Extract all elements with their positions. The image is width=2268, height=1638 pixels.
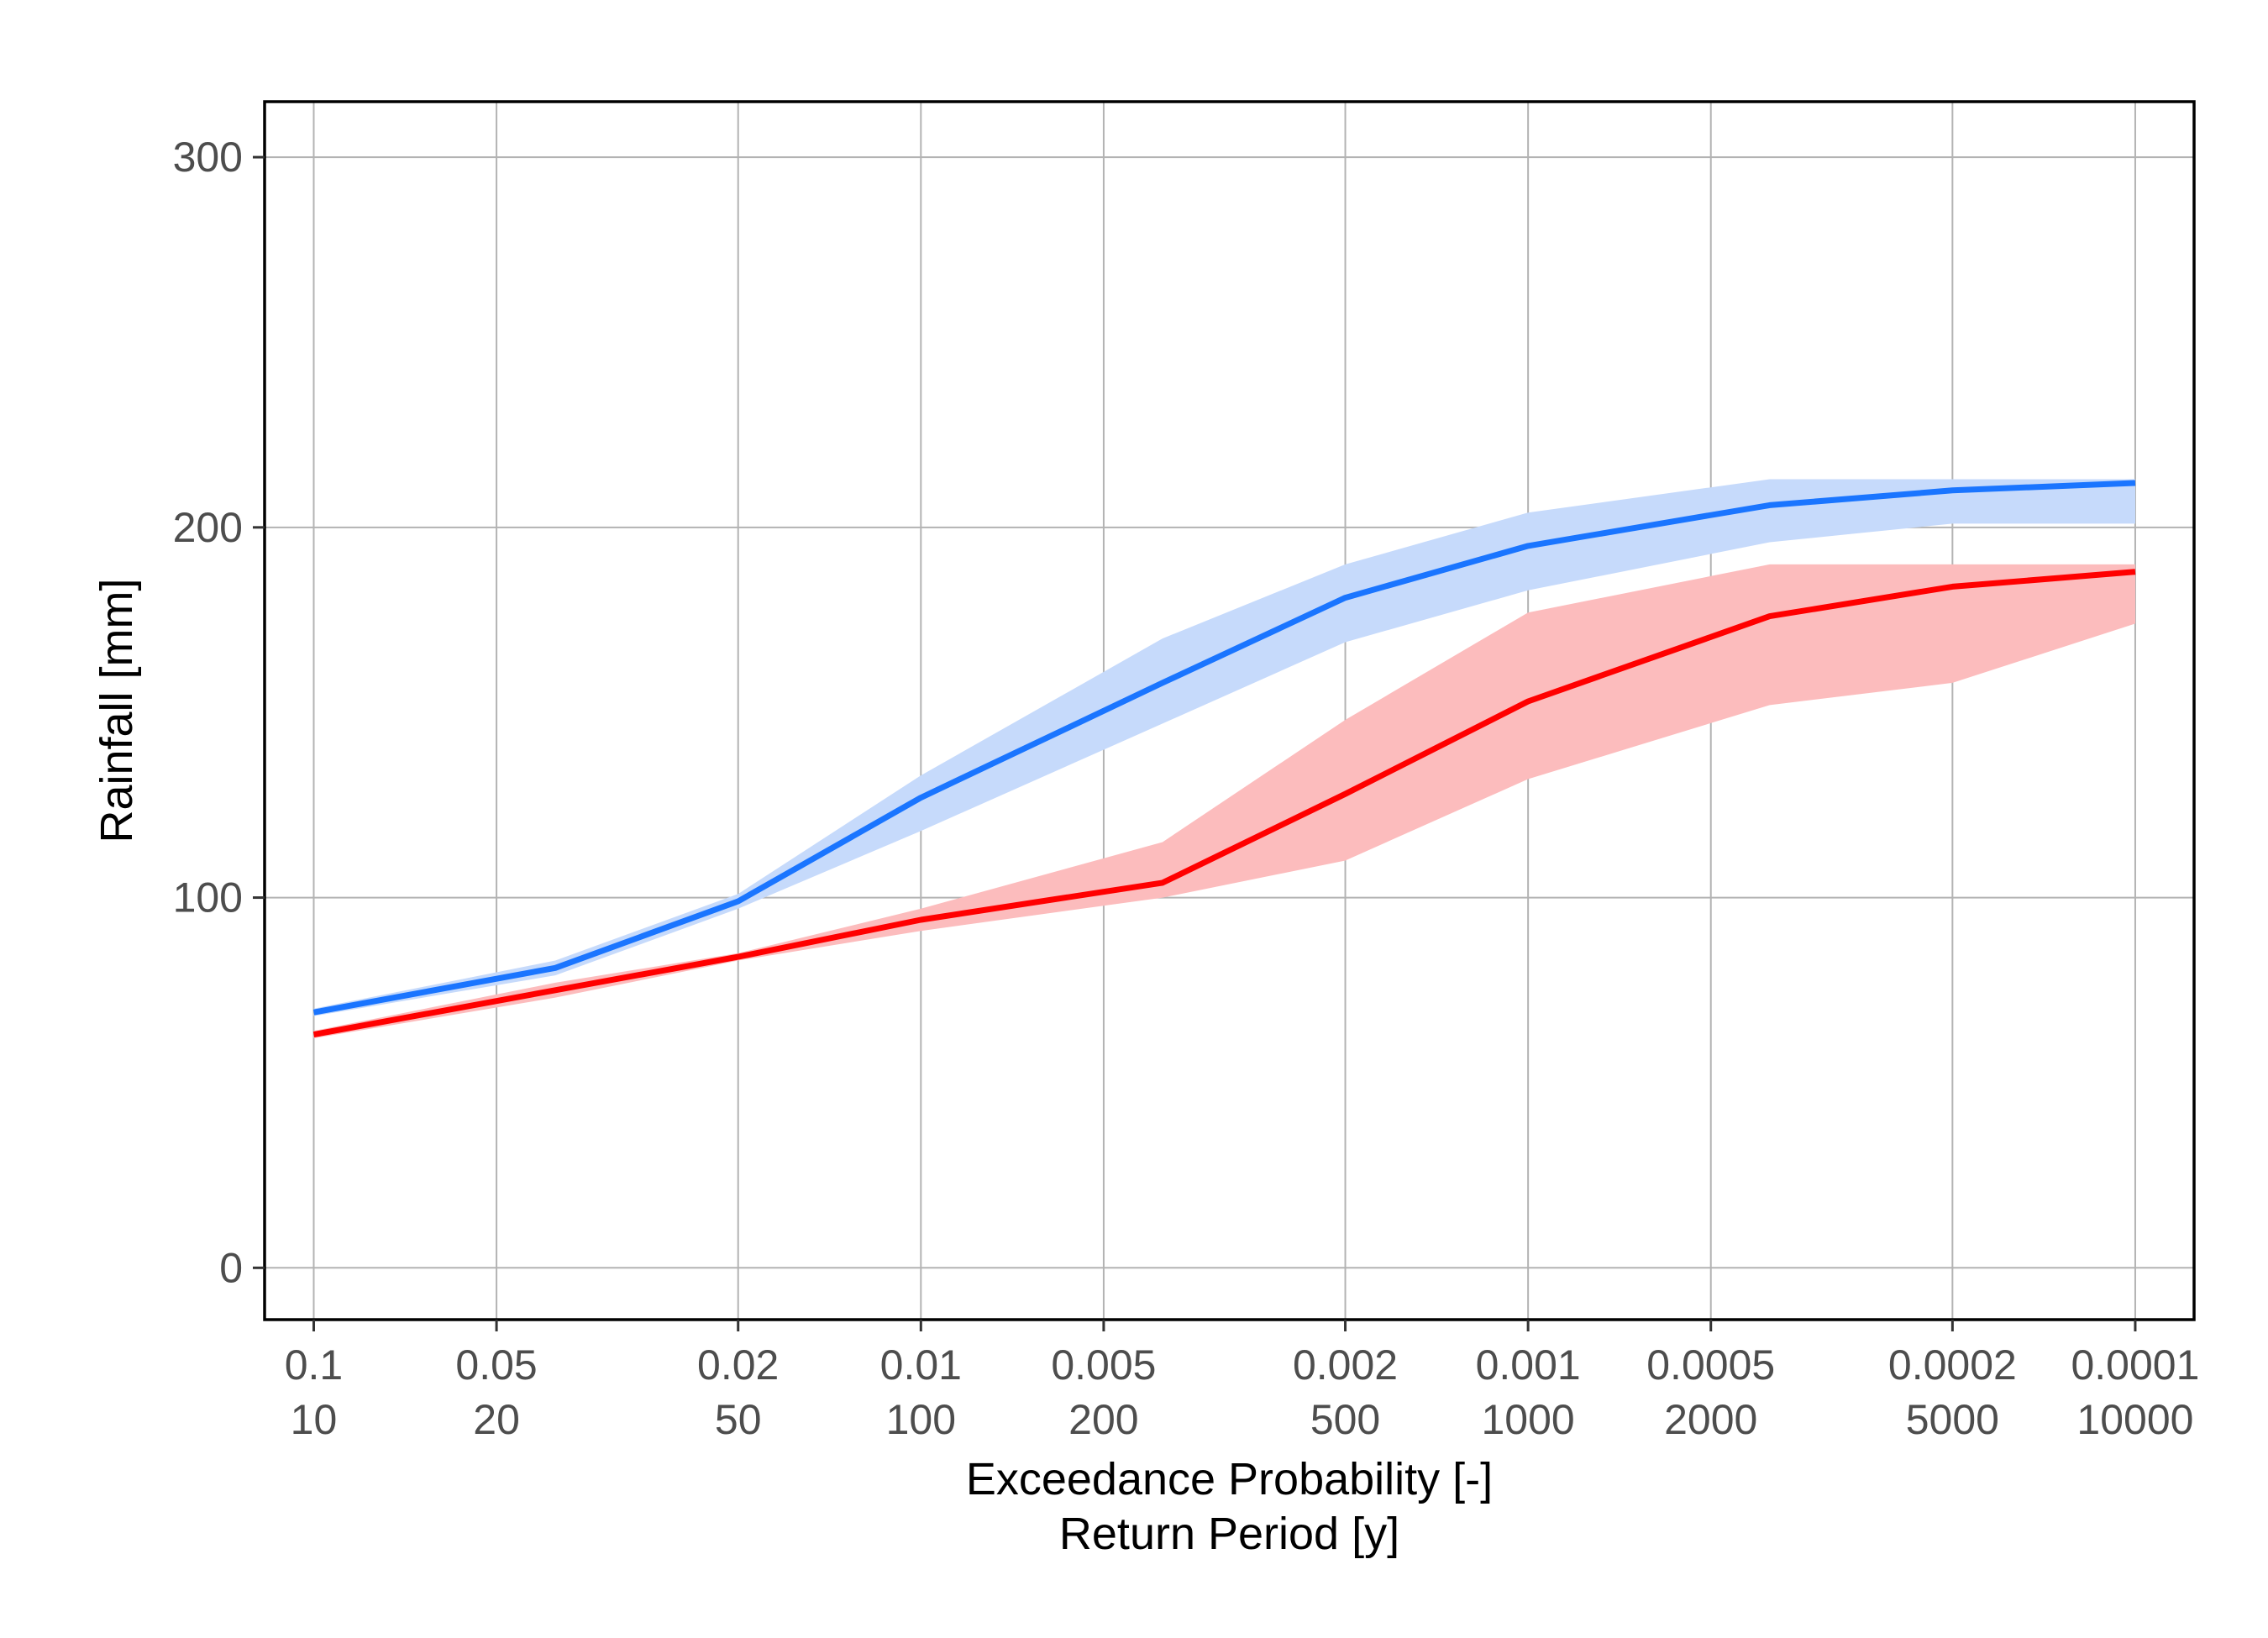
x-tick-label-return-period: 50	[715, 1396, 762, 1443]
x-tick-label-probability: 0.01	[880, 1341, 962, 1389]
y-tick-label: 100	[173, 874, 243, 921]
x-tick-label-probability: 0.0001	[2071, 1341, 2199, 1389]
series-line-2	[312, 569, 2136, 1038]
x-tick-label-probability: 0.05	[455, 1341, 537, 1389]
y-axis: 0 100 200 300	[173, 134, 265, 1291]
x-tick-label-probability: 0.005	[1051, 1341, 1156, 1389]
x-tick-label-return-period: 500	[1310, 1396, 1380, 1443]
y-tick-label: 200	[173, 504, 243, 551]
series-line-1	[312, 480, 2136, 1016]
x-tick-label-probability: 0.001	[1476, 1341, 1581, 1389]
x-tick-label-return-period: 5000	[1906, 1396, 1999, 1443]
x-tick-label-return-period: 100	[886, 1396, 956, 1443]
x-tick-label-return-period: 1000	[1482, 1396, 1575, 1443]
plot-panel-border	[263, 100, 2196, 1321]
x-tick-label-return-period: 200	[1068, 1396, 1138, 1443]
grid	[265, 102, 2194, 1320]
series-lines	[312, 480, 2136, 1038]
x-tick-label-return-period: 10	[291, 1396, 338, 1443]
x-tick-label-probability: 0.1	[285, 1341, 344, 1389]
y-tick-label: 0	[219, 1244, 243, 1291]
x-tick-label-probability: 0.0005	[1646, 1341, 1775, 1389]
x-tick-label-probability: 0.002	[1293, 1341, 1398, 1389]
y-tick-label: 300	[173, 134, 243, 181]
x-axis-title-return-period: Return Period [y]	[1059, 1509, 1399, 1559]
x-tick-label-return-period: 10000	[2076, 1396, 2193, 1443]
confidence-band-2	[313, 564, 2135, 1038]
x-tick-label-return-period: 2000	[1664, 1396, 1757, 1443]
y-axis-title: Rainfall [mm]	[92, 578, 142, 843]
x-tick-label-probability: 0.0002	[1888, 1341, 2017, 1389]
x-axis-title-probability: Exceedance Probability [-]	[966, 1454, 1493, 1504]
x-tick-label-return-period: 20	[473, 1396, 520, 1443]
x-axis: 0.1 10 0.05 20 0.02 50 0.01 100 0.005 200 0.002 500…	[285, 1320, 2199, 1443]
x-tick-label-probability: 0.02	[697, 1341, 779, 1389]
